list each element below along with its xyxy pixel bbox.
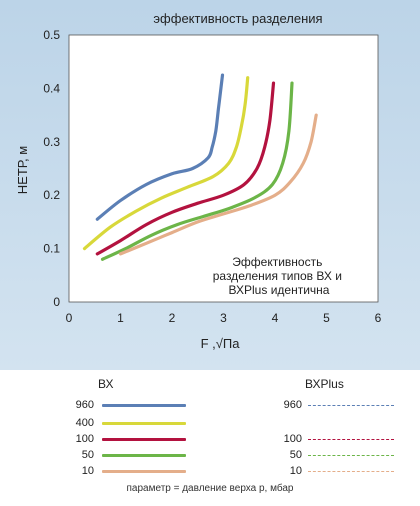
x-tick-label: 2 xyxy=(169,311,176,325)
legend-bxplus-value: 50 xyxy=(289,449,302,461)
x-axis-label: F ,√Па xyxy=(201,336,241,351)
y-tick-label: 0.3 xyxy=(43,135,60,149)
legend-bx-line xyxy=(102,422,186,425)
legend-bx-line xyxy=(102,438,186,441)
x-tick-label: 0 xyxy=(66,311,73,325)
y-tick-label: 0.2 xyxy=(43,188,60,202)
annotation-box xyxy=(190,255,368,299)
chart-title: эффективность разделения xyxy=(153,11,322,26)
x-tick-label: 1 xyxy=(117,311,124,325)
series-line-960 xyxy=(95,73,225,221)
y-ticks: 0 0.1 0.2 0.3 0.4 0.5 xyxy=(43,28,60,309)
legend-row-400: 400 xyxy=(2,416,418,430)
legend-note: параметр = давление верха р, мбар xyxy=(126,483,294,494)
y-tick-label: 0.1 xyxy=(43,242,60,256)
series-line-50 xyxy=(100,81,294,261)
y-axis-label: НЕТР, м xyxy=(15,146,30,194)
legend-row-960: 960 960 xyxy=(2,398,418,412)
y-tick-label: 0.5 xyxy=(43,28,60,42)
legend-title-bx: ВХ xyxy=(98,377,114,391)
chart: эффективность разделения НЕТР, м F ,√Па … xyxy=(0,0,420,370)
legend-bx-line xyxy=(102,454,186,457)
series-line-100 xyxy=(95,81,276,256)
annotation-text: Эффективность разделения типов ВХ и ВХPl… xyxy=(213,255,346,297)
legend-row-100: 100 100 xyxy=(2,432,418,446)
legend-bxplus-value: 100 xyxy=(283,433,302,445)
legend-bx-value: 960 xyxy=(75,399,94,411)
x-tick-label: 3 xyxy=(220,311,227,325)
series-line-400 xyxy=(82,76,250,251)
y-tick-label: 0.4 xyxy=(43,81,60,95)
x-tick-label: 5 xyxy=(323,311,330,325)
x-tick-label: 4 xyxy=(272,311,279,325)
series-line-10 xyxy=(118,113,318,256)
legend: ВХ ВХPlus 960 960 400 100 100 50 50 10 10 параме… xyxy=(2,370,418,504)
legend-bx-line xyxy=(102,470,186,473)
legend-bx-value: 50 xyxy=(81,449,94,461)
legend-bxplus-line xyxy=(308,471,394,472)
legend-row-10: 10 10 xyxy=(2,464,418,478)
legend-bxplus-line xyxy=(308,439,394,440)
legend-bxplus-line xyxy=(308,455,394,456)
legend-row-50: 50 50 xyxy=(2,448,418,462)
legend-bx-value: 100 xyxy=(75,433,94,445)
legend-bx-value: 10 xyxy=(81,465,94,477)
x-tick-label: 6 xyxy=(375,311,382,325)
legend-bx-line xyxy=(102,404,186,407)
legend-bxplus-line xyxy=(308,405,394,406)
series-lines xyxy=(82,73,318,261)
legend-bxplus-value: 960 xyxy=(283,399,302,411)
legend-bxplus-value: 10 xyxy=(289,465,302,477)
legend-title-bxplus: ВХPlus xyxy=(305,377,344,391)
y-tick-label: 0 xyxy=(53,295,60,309)
legend-bx-value: 400 xyxy=(75,417,94,429)
x-ticks: 0 1 2 3 4 5 6 xyxy=(66,311,382,325)
